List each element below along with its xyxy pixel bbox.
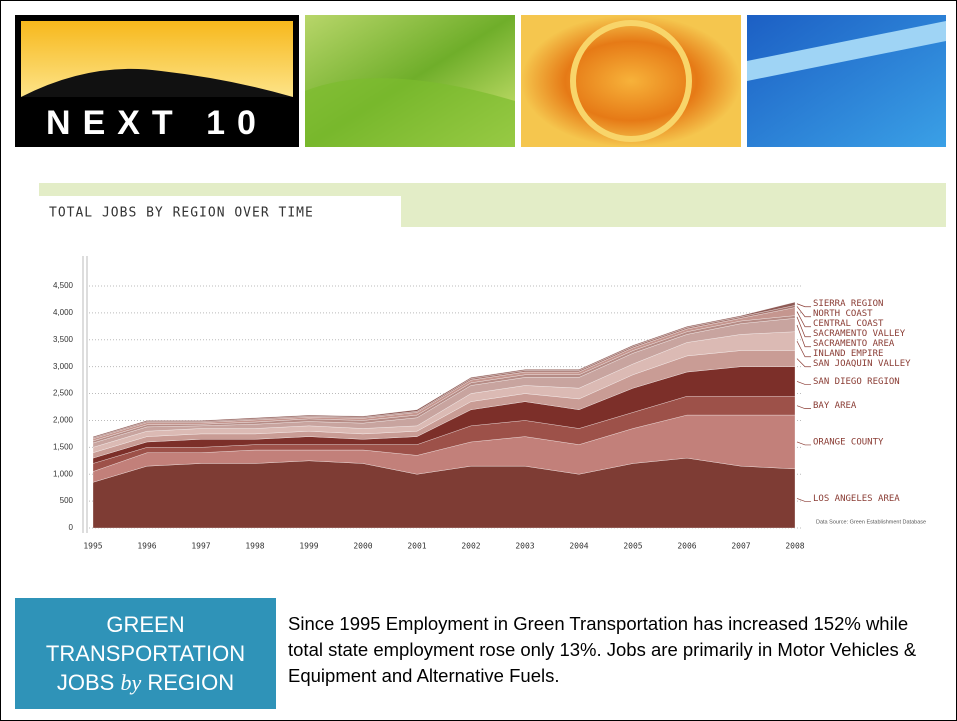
leader-line [796,340,811,358]
series-label: ORANGE COUNTY [813,437,884,447]
title-line: GREEN [106,612,185,637]
logo-text: NEXT 10 [46,104,268,142]
title-word: JOBS [56,670,115,695]
x-tick-label: 1995 [83,542,102,551]
y-tick-label: 3,000 [53,362,74,371]
title-line: TRANSPORTATION [45,641,246,666]
seal-image [521,15,741,147]
section-title: GREEN TRANSPORTATION JOBS by REGION [15,598,276,709]
x-tick-label: 2008 [785,542,804,551]
summary-text: Since 1995 Employment in Green Transport… [288,613,917,686]
x-tick-label: 2004 [569,542,588,551]
data-source: Data Source: Green Establishment Databas… [816,519,926,525]
x-tick-label: 1998 [245,542,264,551]
x-tick-label: 1999 [299,542,318,551]
leader-line [796,441,811,446]
x-tick-label: 2003 [515,542,534,551]
seal-ring [570,20,692,142]
series-label: SAN JOAQUIN VALLEY [813,359,911,369]
x-tick-label: 2007 [731,542,750,551]
series-label: SACRAMENTO VALLEY [813,329,906,339]
title-word: by [120,670,142,695]
chart: NEXT 10 TOTAL JOBS BY REGION OVER TIME D… [15,15,946,551]
y-tick-label: 0 [69,523,74,532]
title-line: JOBS by REGION [15,668,276,697]
leader-line [796,498,811,502]
series-label: SACRAMENTO AREA [813,339,895,349]
series-label: INLAND EMPIRE [813,349,883,359]
leader-line [796,316,811,338]
leader-line [796,358,811,368]
y-tick-label: 1,500 [53,442,74,451]
bridge-deck [747,21,946,81]
series-label: NORTH COAST [813,309,873,319]
x-tick-label: 2005 [623,542,642,551]
hill-shape [305,78,515,147]
y-tick-label: 2,500 [53,389,74,398]
x-tick-label: 2002 [461,542,480,551]
leader-line [796,306,811,318]
y-tick-label: 3,500 [53,335,74,344]
y-tick-label: 500 [60,496,74,505]
series-label: LOS ANGELES AREA [813,494,900,504]
logo-mountain [21,68,293,97]
leader-line [796,303,811,308]
header-images: NEXT 10 [15,15,946,147]
x-tick-label: 2006 [677,542,696,551]
y-tick-label: 2,000 [53,416,74,425]
chart-title: TOTAL JOBS BY REGION OVER TIME [49,206,314,221]
y-tick-label: 4,500 [53,281,74,290]
leader-line [796,311,811,328]
series-label: BAY AREA [813,401,857,411]
title-word: REGION [147,670,235,695]
x-tick-label: 1997 [191,542,210,551]
x-tick-label: 2001 [407,542,426,551]
area [92,301,796,438]
series-label: SAN DIEGO REGION [813,377,900,387]
title-tab [39,196,401,230]
y-tick-label: 1,000 [53,469,74,478]
x-tick-label: 1996 [137,542,156,551]
series-label: CENTRAL COAST [813,319,884,329]
x-tick-label: 2000 [353,542,372,551]
leader-line [796,405,811,410]
leader-line [796,381,811,385]
series-label: SIERRA REGION [813,299,883,309]
y-tick-label: 4,000 [53,308,74,317]
leader-line [796,324,811,348]
